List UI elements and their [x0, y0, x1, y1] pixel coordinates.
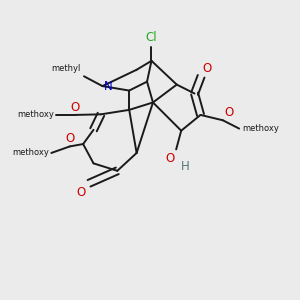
Text: O: O	[65, 132, 74, 145]
Text: Cl: Cl	[146, 31, 157, 44]
Text: O: O	[77, 186, 86, 199]
Text: methoxy: methoxy	[242, 124, 279, 133]
Text: O: O	[70, 101, 80, 114]
Text: O: O	[165, 152, 175, 165]
Text: N: N	[104, 80, 113, 93]
Text: methoxy: methoxy	[12, 148, 49, 158]
Text: H: H	[181, 160, 190, 173]
Text: methyl: methyl	[52, 64, 81, 73]
Text: methoxy: methoxy	[17, 110, 54, 119]
Text: O: O	[224, 106, 233, 119]
Text: O: O	[202, 62, 212, 75]
